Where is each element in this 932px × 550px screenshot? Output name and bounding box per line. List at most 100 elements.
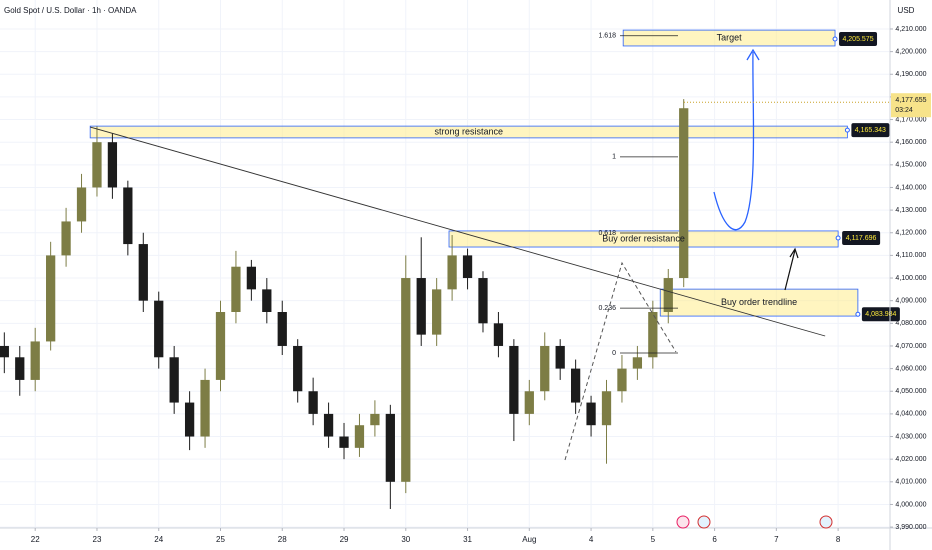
price-tag-label: 4,165.343 xyxy=(855,127,886,134)
candle-body xyxy=(92,142,102,188)
x-tick-label: 30 xyxy=(401,535,410,544)
y-tick-label: 4,170.000 xyxy=(895,116,926,123)
x-tick-label: 8 xyxy=(836,535,841,544)
candle-body xyxy=(401,278,411,482)
candle-body xyxy=(339,436,349,448)
last-price-label: 4,177.655 xyxy=(895,97,926,104)
candle-body xyxy=(586,402,596,426)
y-tick-label: 4,010.000 xyxy=(895,479,926,486)
candle-body xyxy=(663,278,673,312)
y-tick-label: 4,190.000 xyxy=(895,71,926,78)
y-tick-label: 4,070.000 xyxy=(895,343,926,350)
candle-body xyxy=(277,312,287,346)
candle-body xyxy=(648,312,658,358)
fib-swing-dashed xyxy=(564,261,677,461)
candle-body xyxy=(601,391,612,426)
y-tick-label: 4,210.000 xyxy=(895,26,926,33)
zone-handle xyxy=(832,36,838,42)
y-tick-label: 4,000.000 xyxy=(895,501,926,508)
x-tick-label: 23 xyxy=(93,535,102,544)
event-icon[interactable] xyxy=(819,515,833,529)
candle-body xyxy=(385,413,395,482)
last-price-tag xyxy=(891,93,931,118)
chart-title: Gold Spot / U.S. Dollar · 1h · OANDA xyxy=(4,6,137,15)
candle-body xyxy=(432,289,442,335)
x-tick-label: 31 xyxy=(463,535,472,544)
fib-label: 0 xyxy=(612,350,616,357)
countdown-label: 03:24 xyxy=(895,107,913,114)
candle-body xyxy=(370,413,380,426)
candle-body xyxy=(231,266,241,312)
candle-body xyxy=(123,187,133,245)
zone-handle xyxy=(855,311,861,317)
candle-body xyxy=(540,345,550,392)
zone xyxy=(659,288,859,317)
x-tick-label: 6 xyxy=(712,535,717,544)
zone-label: Buy order trendline xyxy=(721,297,797,307)
candle-body xyxy=(308,391,318,414)
candle-body xyxy=(246,266,257,290)
candle-body xyxy=(262,289,272,312)
candle-body xyxy=(169,357,179,403)
candle-body xyxy=(617,368,627,392)
y-tick-label: 4,120.000 xyxy=(895,230,926,237)
zone-handle xyxy=(844,127,850,133)
x-tick-label: 24 xyxy=(154,535,163,544)
y-tick-label: 4,050.000 xyxy=(895,388,926,395)
fib-label: 1.618 xyxy=(598,33,616,40)
candle-body xyxy=(323,413,334,437)
candle-body xyxy=(679,108,689,279)
grid xyxy=(0,0,890,528)
event-icon[interactable] xyxy=(676,515,690,529)
event-icons xyxy=(676,515,833,529)
y-tick-label: 4,160.000 xyxy=(895,139,926,146)
zone-label: Target xyxy=(717,32,743,42)
candle-body xyxy=(462,255,473,279)
price-tag xyxy=(839,32,878,46)
y-tick-label: 4,060.000 xyxy=(895,365,926,372)
candle-body xyxy=(154,300,164,358)
zone-label: strong resistance xyxy=(435,126,504,136)
axes: 4,210.0004,200.0004,190.0004,180.0004,17… xyxy=(31,26,931,544)
fib-label: 0.236 xyxy=(598,305,616,312)
x-tick-label: 29 xyxy=(340,535,349,544)
candle-body xyxy=(493,323,504,346)
candle-body xyxy=(570,368,581,403)
x-tick-label: 4 xyxy=(589,535,594,544)
price-tag-label: 4,205.575 xyxy=(842,36,873,43)
candle-body xyxy=(416,278,426,335)
candle-body xyxy=(61,221,71,256)
candle-body xyxy=(46,255,56,342)
candle-body xyxy=(0,345,9,358)
y-tick-label: 4,110.000 xyxy=(896,252,927,259)
event-icon[interactable] xyxy=(697,515,711,529)
projection-arrow-head xyxy=(746,48,760,61)
y-tick-label: 4,090.000 xyxy=(895,298,926,305)
y-tick-label: 4,030.000 xyxy=(895,433,926,440)
candle-body xyxy=(478,278,488,324)
overlay: Target 4,205.575 strong resistance 4,165.34… xyxy=(90,32,900,461)
y-tick-label: 4,140.000 xyxy=(895,184,926,191)
price-tag xyxy=(851,123,890,138)
candle-body xyxy=(447,255,457,290)
x-tick-label: 7 xyxy=(774,535,779,544)
candle-body xyxy=(215,312,226,380)
y-tick-label: 3,990.000 xyxy=(895,524,926,531)
x-tick-label: 28 xyxy=(278,535,287,544)
x-tick-label: Aug xyxy=(522,535,536,544)
bounce-arrow xyxy=(784,249,796,291)
x-tick-label: 5 xyxy=(651,535,656,544)
projection-arrow xyxy=(713,51,755,231)
y-tick-label: 4,020.000 xyxy=(895,456,926,463)
y-tick-label: 4,040.000 xyxy=(895,411,926,418)
y-tick-label: 4,200.000 xyxy=(895,48,926,55)
y-tick-label: 4,130.000 xyxy=(895,207,926,214)
candle-body xyxy=(509,345,519,414)
bounce-arrow-head xyxy=(789,247,799,259)
x-tick-label: 22 xyxy=(31,535,40,544)
y-tick-label: 4,150.000 xyxy=(895,162,926,169)
candle-body xyxy=(184,402,195,437)
x-tick-label: 25 xyxy=(216,535,225,544)
